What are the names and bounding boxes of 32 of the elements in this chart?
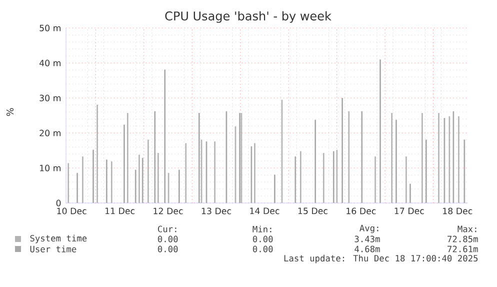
y-tick-label: 20 m	[40, 130, 61, 136]
text: 0.00	[158, 246, 178, 252]
text: Last update: Thu Dec 18 17:00:40 2025	[284, 254, 478, 264]
text: 0.00	[252, 246, 273, 252]
text: 4.68m	[354, 246, 380, 252]
text: 0.00	[252, 236, 273, 242]
legend-label: System time	[30, 234, 87, 244]
text: Cur:	[158, 226, 176, 232]
x-tick-label: 10 Dec	[57, 208, 86, 214]
text: Min:	[252, 226, 272, 232]
text: Max:	[458, 226, 476, 232]
y-axis-title: %	[6, 108, 14, 116]
text: 72.61m	[448, 246, 478, 252]
x-tick-label: 15 Dec	[298, 208, 328, 214]
y-tick-label: 50 m	[40, 24, 61, 32]
chart-title: CPU Usage 'bash' - by week	[165, 11, 332, 23]
legend-label: User time	[30, 246, 76, 252]
text: 72.85m	[448, 236, 478, 242]
x-tick-label: 14 Dec	[250, 208, 280, 214]
y-tick-label: 40 m	[39, 60, 61, 66]
text: Avg:	[360, 224, 378, 234]
x-tick-label: 17 Dec	[394, 208, 424, 214]
text: 0.00	[158, 236, 178, 242]
y-tick-label: 0	[56, 200, 61, 206]
y-tick-label: 30 m	[40, 94, 61, 102]
text: 3.43m	[354, 236, 380, 242]
x-tick-label: 13 Dec	[202, 208, 231, 214]
x-tick-label: 16 Dec	[346, 208, 376, 214]
x-tick-label: 18 Dec	[443, 208, 472, 214]
y-tick-label: 10 m	[40, 164, 61, 172]
x-tick-label: 11 Dec	[105, 208, 135, 214]
x-tick-label: 12 Dec	[154, 208, 183, 214]
